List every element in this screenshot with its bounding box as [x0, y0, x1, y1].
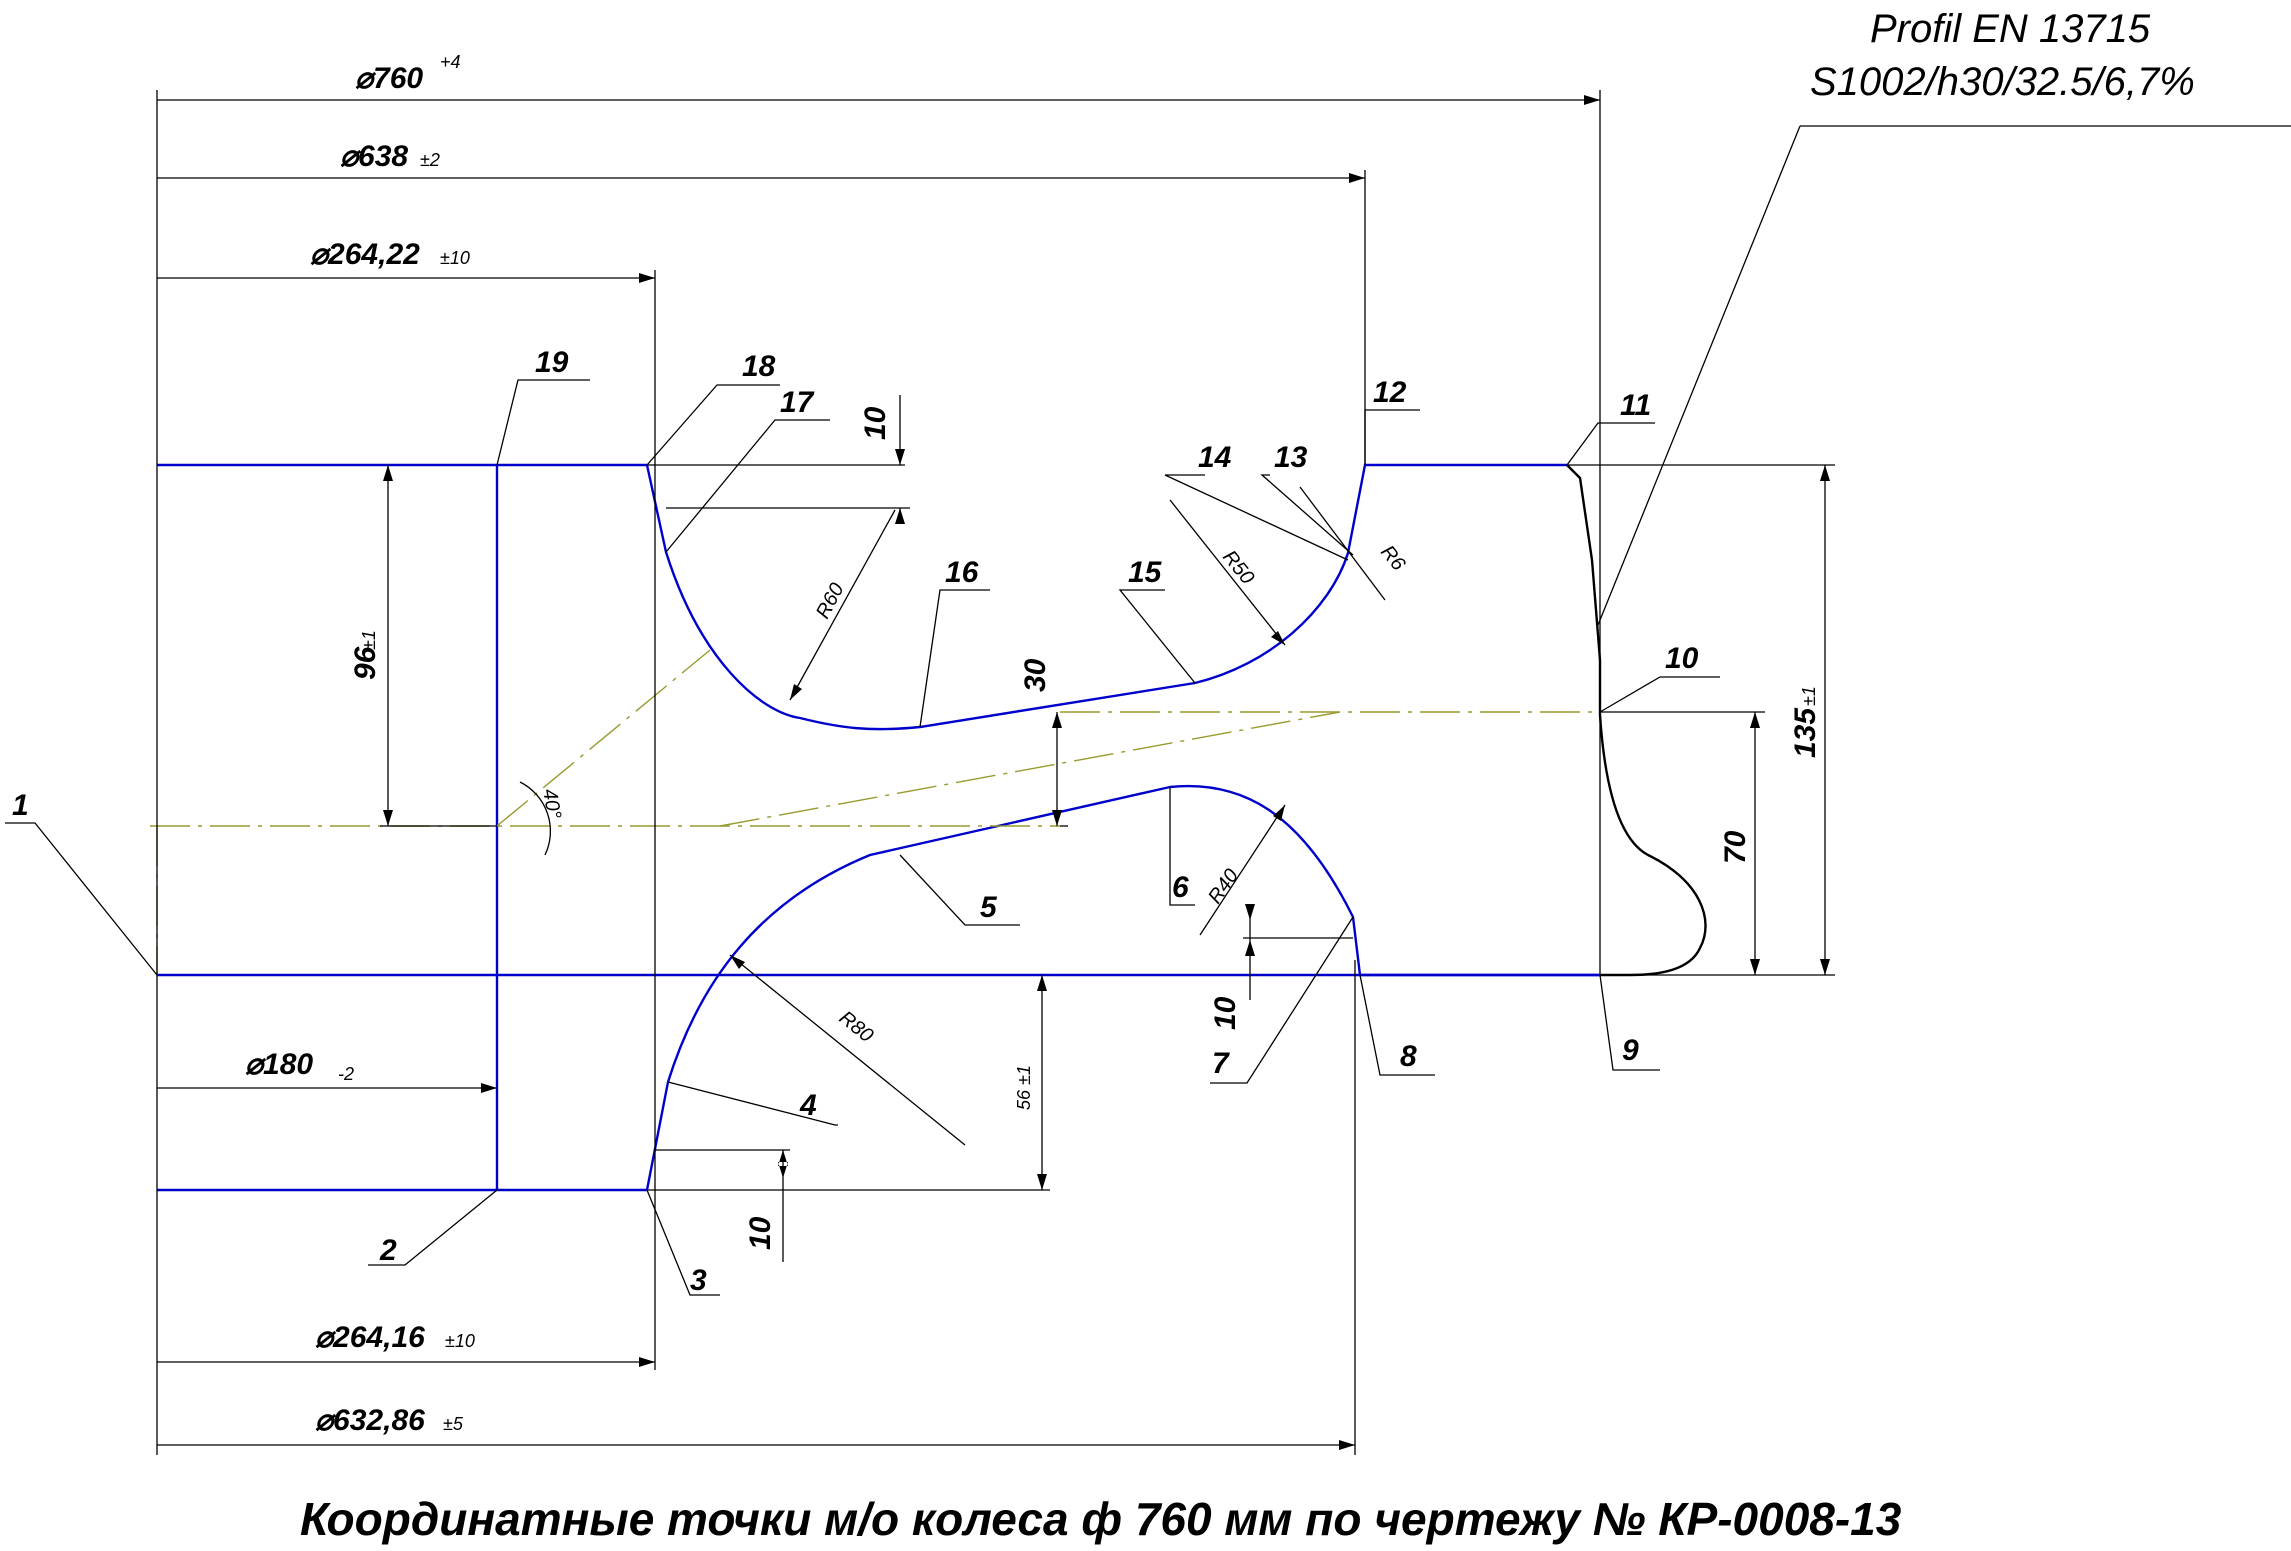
point-10: 10: [1665, 642, 1699, 675]
d264-16-label: ⌀264,16: [315, 1321, 425, 1354]
point-7: 7: [1212, 1047, 1230, 1080]
h10-right-label: 10: [1209, 996, 1242, 1030]
angle-axis: [496, 649, 711, 827]
web-axis: [719, 711, 1341, 827]
radius-leaders: [729, 486, 1386, 1146]
h30-label: 30: [1019, 658, 1052, 692]
h10-top-label: 10: [859, 406, 892, 440]
point-2: 2: [379, 1234, 397, 1267]
point-14: 14: [1198, 441, 1232, 474]
point-16: 16: [945, 556, 979, 589]
profile-line-2: S1002/h30/32.5/6,7%: [1810, 60, 2195, 104]
d760-tol: +4: [440, 52, 461, 72]
point-4: 4: [799, 1089, 817, 1122]
h135-label: 135: [1789, 707, 1822, 758]
d264-22-tol: ±10: [440, 248, 470, 268]
point-5: 5: [980, 891, 998, 924]
axis-lines: [150, 649, 1600, 975]
point-1: 1: [12, 789, 29, 822]
point-11: 11: [1620, 389, 1651, 422]
h56-tol: ±1: [1014, 1065, 1034, 1085]
h135-tol: ±1: [1799, 686, 1819, 706]
point-6: 6: [1172, 871, 1189, 904]
point-9: 9: [1622, 1034, 1639, 1067]
r50-label: R50: [1218, 546, 1258, 588]
point-17: 17: [780, 386, 815, 419]
angle-label: 40°: [538, 787, 565, 821]
r60-label: R60: [812, 580, 849, 623]
point-19: 19: [535, 346, 569, 379]
d632-86-label: ⌀632,86: [315, 1404, 425, 1437]
r80-label: R80: [835, 1007, 877, 1047]
point-13: 13: [1274, 441, 1308, 474]
vertical-dimensions: [380, 395, 1835, 1262]
h96-label: 96: [349, 646, 382, 680]
d632-86-tol: ±5: [443, 1414, 464, 1434]
point-12: 12: [1373, 376, 1407, 409]
diameter-dimensions: [156, 90, 1601, 1455]
d180-label: ⌀180: [245, 1048, 313, 1081]
lower-web-curve: [645, 784, 1600, 1191]
d264-22-label: ⌀264,22: [310, 238, 420, 271]
d638-label: ⌀638: [340, 140, 408, 173]
h70-label: 70: [1719, 830, 1752, 864]
d638-tol: ±2: [420, 150, 440, 170]
wheel-contour: [157, 463, 1600, 1192]
r40-label: R40: [1204, 865, 1243, 908]
d760-label: ⌀760: [355, 62, 423, 95]
d264-16-tol: ±10: [445, 1331, 475, 1351]
angle-arc: [519, 781, 552, 856]
point-15: 15: [1128, 556, 1163, 589]
profile-line-1: Profil EN 13715: [1870, 7, 2151, 51]
upper-web-curve: [645, 463, 1567, 731]
r6-label: R6: [1376, 541, 1410, 575]
d180-tol: -2: [338, 1064, 354, 1084]
h56-label: 56: [1014, 1089, 1034, 1110]
h96-tol: ±1: [359, 630, 379, 650]
point-leaders: [5, 125, 2291, 1296]
tread-profile: [1566, 464, 1707, 977]
point-3: 3: [690, 1264, 707, 1297]
drawing-caption: Координатные точки м/о колеса ф 760 мм п…: [300, 1493, 1902, 1545]
h10-bottom-label: 10: [744, 1216, 777, 1250]
point-18: 18: [742, 350, 776, 383]
point-8: 8: [1400, 1040, 1417, 1073]
